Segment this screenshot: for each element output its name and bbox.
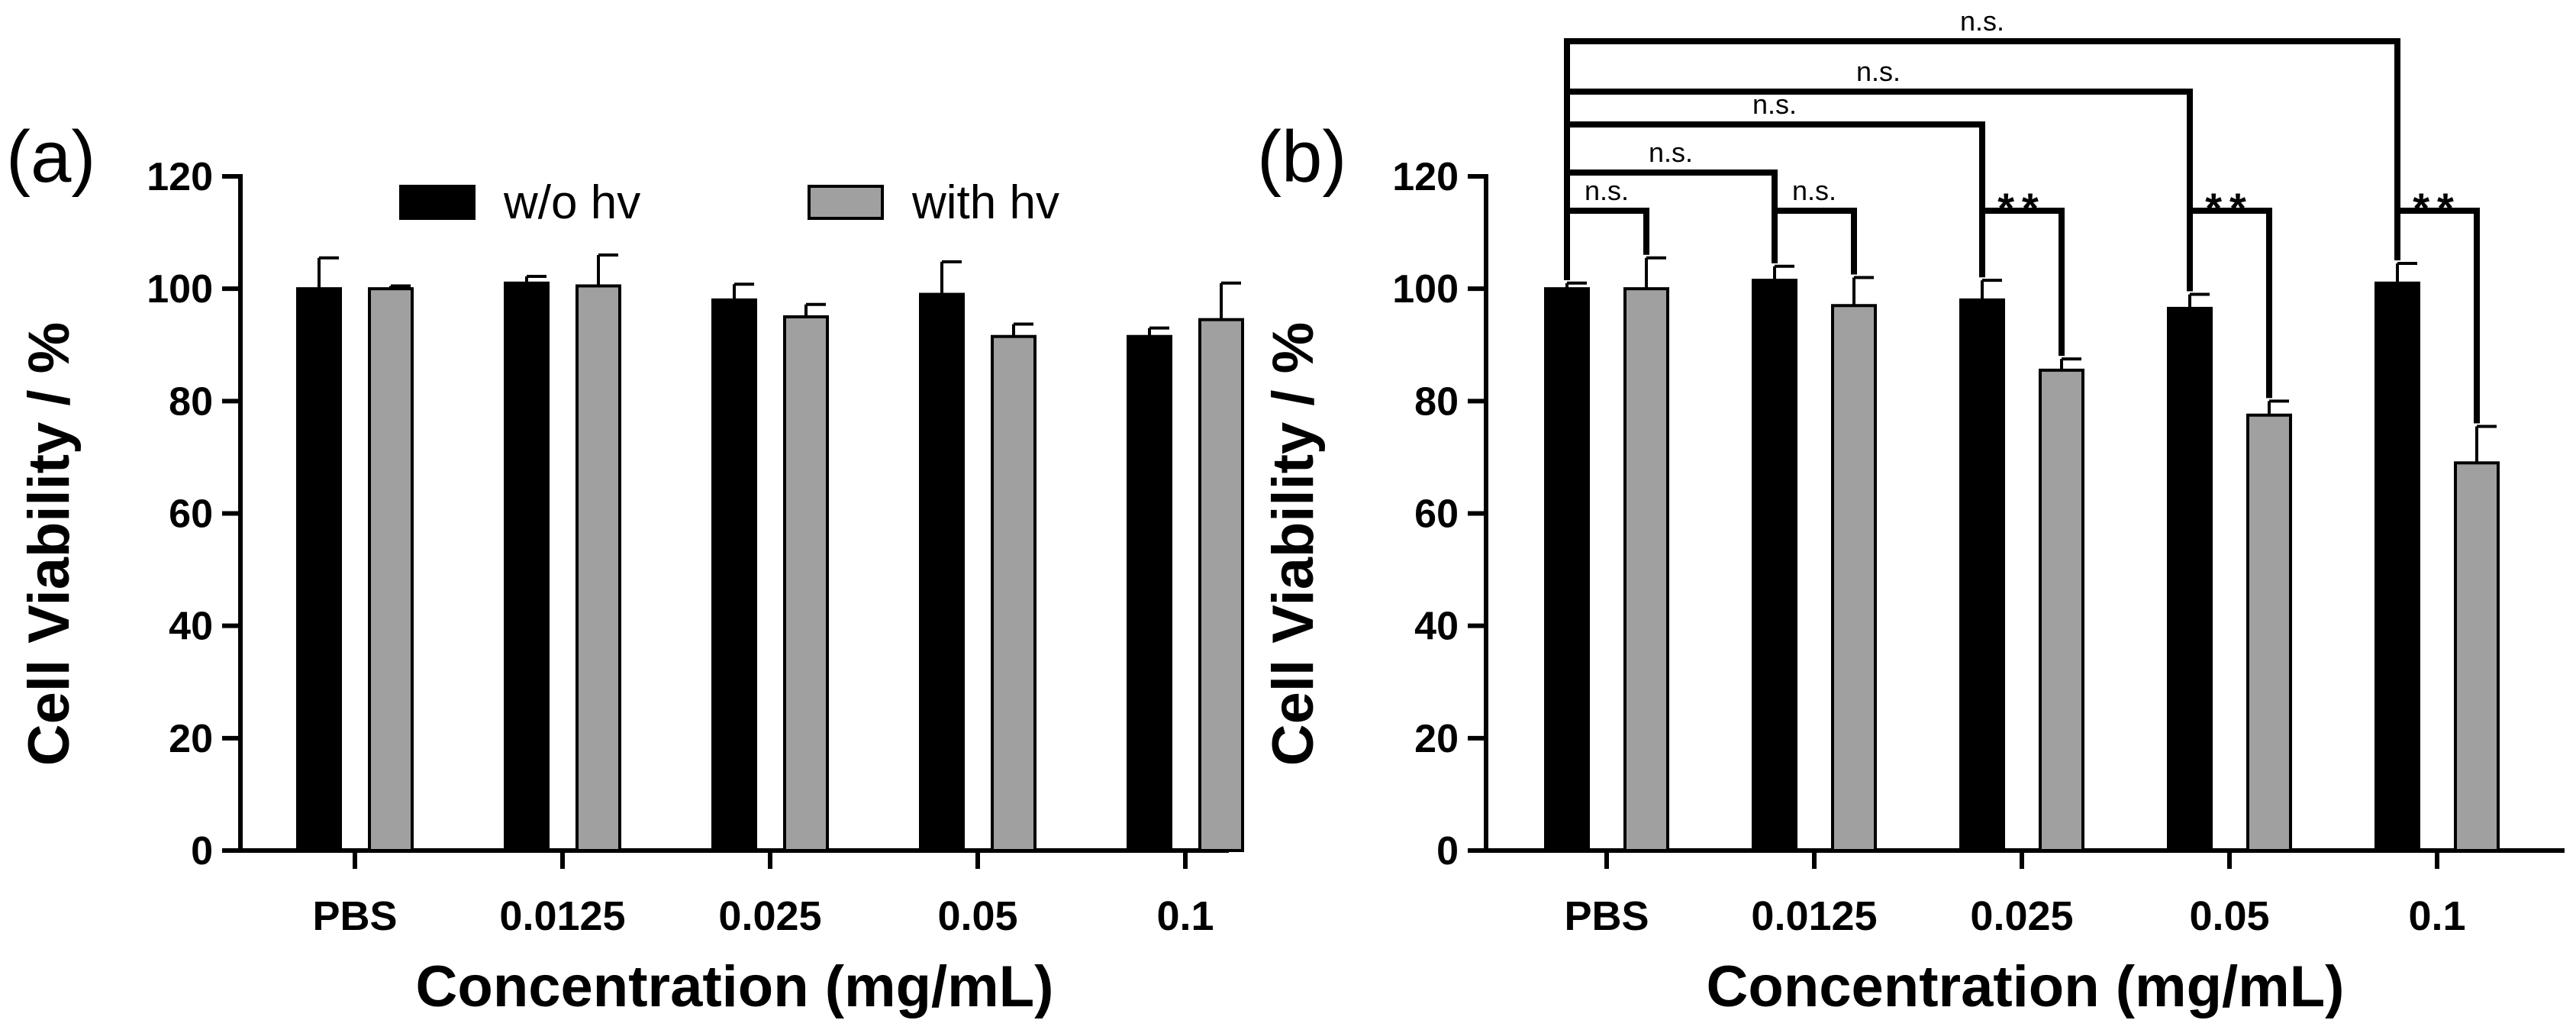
x-tick-label: 0.1	[2408, 893, 2465, 939]
y-tick-label: 80	[1414, 379, 1459, 424]
y-tick-label: 0	[191, 829, 213, 873]
bar-wo-hv	[1544, 287, 1590, 852]
x-axis-title: Concentration (mg/mL)	[1707, 954, 2345, 1019]
bar-wo-hv	[504, 281, 550, 852]
x-tick-label: PBS	[1564, 893, 1649, 939]
y-tick-label: 20	[1414, 717, 1459, 761]
legend-swatch	[808, 185, 884, 220]
x-tick-label: 0.0125	[499, 893, 625, 939]
x-tick-label: 0.05	[937, 893, 1017, 939]
x-axis-title: Concentration (mg/mL)	[416, 954, 1054, 1019]
bar-wo-hv	[1752, 279, 1797, 853]
bar-with-hv	[783, 315, 829, 853]
x-tick-label: 0.025	[1970, 893, 2073, 939]
bar-wo-hv	[2167, 306, 2213, 852]
significance-label: **	[2413, 184, 2462, 232]
bar-wo-hv	[296, 287, 342, 852]
y-tick-label: 100	[147, 267, 213, 312]
bar-wo-hv	[711, 298, 757, 852]
chart-panel-a: (a) 0 20 40 60 80 100 120 PBS 0.0125 0.025 0.05 0.1 C…	[6, 116, 1244, 1019]
significance-label: n.s.	[1585, 175, 1629, 206]
bar-wo-hv	[919, 292, 965, 852]
significance-label: n.s.	[1792, 175, 1836, 206]
bar-with-hv	[1623, 287, 1669, 852]
x-tick-label: PBS	[312, 893, 397, 939]
y-tick-label: 80	[169, 379, 213, 424]
x-tick-label: 0.0125	[1751, 893, 1877, 939]
panel-label: (a)	[6, 116, 95, 198]
bar-wo-hv	[1127, 334, 1172, 852]
significance-label: **	[2205, 184, 2254, 232]
significance-label: **	[1997, 184, 2046, 232]
legend-label: w/o hv	[503, 176, 640, 229]
bar-with-hv	[1831, 304, 1877, 853]
y-tick-label: 120	[147, 155, 213, 199]
y-tick-label: 100	[1392, 267, 1459, 312]
significance-bracket	[1564, 208, 1649, 280]
x-tick-label: 0.1	[1156, 893, 1214, 939]
x-tick-label: 0.025	[718, 893, 821, 939]
y-tick-label: 0	[1436, 829, 1459, 873]
y-tick-label: 40	[1414, 605, 1459, 649]
chart-panel-b: (b) 0 20 40 60 80 100 120 PBS 0.0125 0.025 0.05 0.1 C…	[1257, 5, 2565, 1019]
bar-wo-hv	[1959, 298, 2005, 852]
bar-with-hv	[991, 334, 1037, 852]
bar-with-hv	[2246, 413, 2292, 852]
bar-with-hv	[368, 287, 414, 852]
significance-bracket	[1564, 38, 2400, 280]
bar-with-hv	[2454, 461, 2500, 853]
y-tick-label: 60	[169, 492, 213, 537]
significance-label: n.s.	[1960, 5, 2004, 37]
significance-label: n.s.	[1856, 56, 1901, 87]
legend-label: with hv	[911, 176, 1059, 229]
bar-with-hv	[2039, 368, 2084, 852]
bar-with-hv	[575, 284, 621, 852]
bar-wo-hv	[2374, 281, 2420, 852]
y-tick-label: 60	[1414, 492, 1459, 537]
y-tick-label: 120	[1392, 155, 1459, 199]
legend-swatch	[399, 185, 476, 220]
panel-label: (b)	[1257, 116, 1346, 198]
significance-label: n.s.	[1649, 137, 1693, 168]
x-tick-label: 0.05	[2189, 893, 2269, 939]
y-axis-title: Cell Viability / %	[17, 322, 82, 766]
y-axis-title: Cell Viability / %	[1261, 322, 1326, 766]
y-tick-label: 40	[169, 605, 213, 649]
y-tick-label: 20	[169, 717, 213, 761]
bar-with-hv	[1198, 318, 1244, 852]
